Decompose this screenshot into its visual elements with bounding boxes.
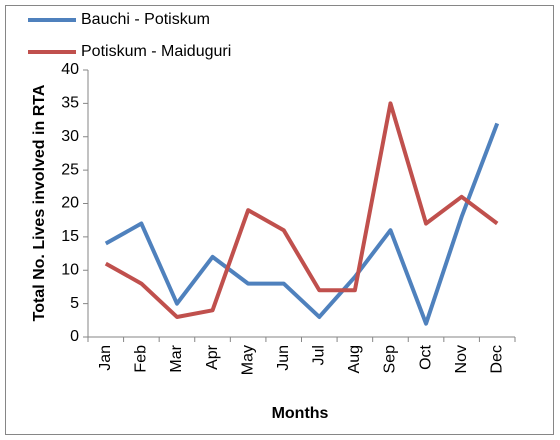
x-tick-label: Sep: [382, 345, 399, 374]
y-tick-label: 25: [61, 161, 79, 178]
x-tick-label: Feb: [133, 345, 150, 373]
series-line: [104, 122, 500, 326]
x-tick-label: Aug: [346, 345, 363, 373]
y-tick-label: 10: [61, 261, 79, 278]
legend-label: Bauchi - Potiskum: [81, 11, 210, 28]
y-tick-label: 5: [70, 295, 79, 312]
y-axis-label: Total No. Lives involved in RTA: [31, 84, 48, 321]
x-tick-label: Jan: [97, 345, 114, 371]
x-tick-label: Oct: [417, 344, 434, 369]
x-tick-label: Jul: [311, 345, 328, 365]
x-tick-label: Apr: [204, 344, 221, 370]
x-tick-label: May: [239, 345, 256, 375]
x-axis-label: Months: [272, 405, 329, 422]
y-tick-label: 0: [70, 328, 79, 345]
y-tick-label: 40: [61, 61, 79, 78]
x-tick-label: Dec: [488, 345, 505, 373]
y-tick-label: 20: [61, 195, 79, 212]
y-tick-label: 15: [61, 228, 79, 245]
x-tick-label: Jun: [275, 345, 292, 371]
y-tick-label: 30: [61, 128, 79, 145]
y-tick-label: 35: [61, 95, 79, 112]
x-tick-label: Mar: [168, 344, 185, 372]
x-tick-label: Nov: [453, 345, 470, 373]
legend-label: Potiskum - Maiduguri: [81, 43, 231, 60]
series-line: [104, 101, 499, 319]
